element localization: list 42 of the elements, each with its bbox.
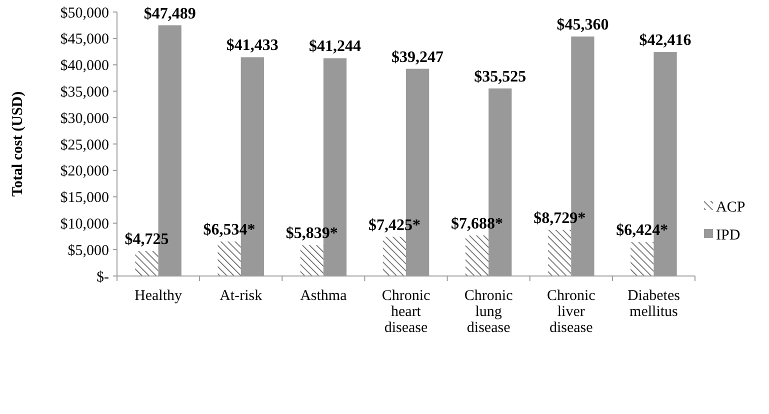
data-label: $39,247 <box>392 48 444 66</box>
x-tick-label: Chronic heart disease <box>382 288 431 336</box>
x-tick-label: Asthma <box>300 288 348 304</box>
y-tick-label: $35,000 <box>60 84 109 100</box>
data-label: $4,725 <box>124 231 169 248</box>
x-tick-label: Diabetes mellitus <box>627 288 680 320</box>
bar <box>218 242 241 276</box>
legend-label: IPD <box>716 227 740 244</box>
y-tick-label: $20,000 <box>60 164 109 180</box>
bar <box>300 245 324 276</box>
data-label: $47,489 <box>144 5 196 22</box>
bar <box>382 236 406 276</box>
y-tick-label: $- <box>96 269 109 286</box>
legend-label: ACP <box>716 199 746 216</box>
y-tick-label: $15,000 <box>60 190 109 206</box>
x-tick-label: Chronic lung disease <box>464 288 514 336</box>
y-tick-label: $5,000 <box>68 242 109 259</box>
bar <box>630 242 654 276</box>
data-label: $6,424* <box>616 222 668 240</box>
data-label: $45,360 <box>556 16 609 34</box>
data-label: $7,425* <box>368 216 420 234</box>
bar <box>548 230 572 276</box>
x-tick-label: Healthy <box>134 288 183 304</box>
bar <box>135 251 158 276</box>
y-tick-label: $45,000 <box>60 32 109 48</box>
x-tick-label: At-risk <box>220 288 263 304</box>
data-label: $35,525 <box>474 68 526 86</box>
y-axis-title: Total cost (USD) <box>10 91 26 197</box>
data-label: $5,839* <box>286 225 338 242</box>
y-tick-label: $10,000 <box>60 216 109 232</box>
y-tick-label: $50,000 <box>60 5 109 22</box>
data-label: $41,244 <box>308 38 361 56</box>
y-tick-label: $25,000 <box>60 137 109 154</box>
y-tick-label: $40,000 <box>60 58 109 74</box>
data-label: $42,416 <box>639 32 692 50</box>
data-label: $41,433 <box>226 37 278 54</box>
y-tick-label: $30,000 <box>60 110 109 127</box>
x-tick-label: Chronic liver disease <box>546 288 596 336</box>
data-label: $7,688* <box>451 215 504 232</box>
data-label: $6,534* <box>203 222 256 238</box>
bar <box>465 235 489 276</box>
data-label: $8,729* <box>534 210 586 227</box>
